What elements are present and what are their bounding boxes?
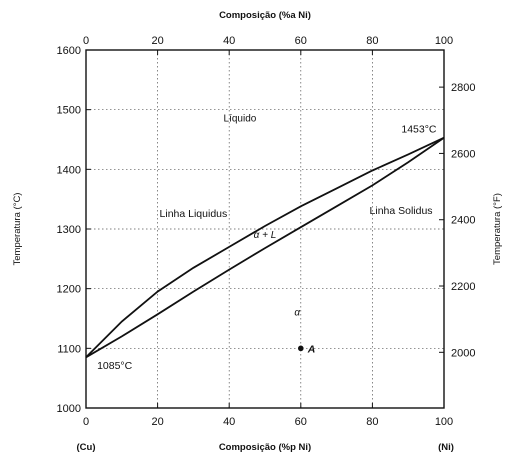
plot-background [86,50,444,408]
liquidus-curve [85,136,445,358]
y-tick-label: 1400 [57,164,81,176]
x-top-tick-label: 60 [295,35,307,47]
x-tick-label: 20 [151,416,163,428]
region-label: Líquido [224,114,257,125]
y-tick-label: 1200 [57,284,81,296]
x-top-axis-label: Composição (%a Ni) [219,10,311,21]
y-right-tick-label: 2800 [451,82,475,94]
point-marker [298,345,304,352]
x-top-tick-label: 0 [83,35,89,47]
annotation-label: 1453°C [401,123,437,135]
region-label: α + L [254,230,277,241]
x-tick-label: 100 [435,416,453,428]
x-tick-label: 60 [295,416,307,428]
annotations: Líquido α + L α Linha Liquidus Linha Solidus… [97,114,437,373]
y-tick-label: 1000 [57,403,81,415]
x-tick-label: 80 [366,416,378,428]
point-label: A [307,343,316,355]
x-tick-label: 40 [223,416,235,428]
y-right-axis-label: Temperatura (°F) [492,193,503,265]
y-left-axis-label: Temperatura (°C) [12,193,23,266]
y-tick-label: 1100 [57,343,81,355]
region-label: α [294,308,300,319]
solidus-curve [85,136,445,359]
x-top-tick-label: 40 [223,35,235,47]
annotation-label: 1085°C [97,360,133,372]
y-tick-label: 1600 [57,45,81,57]
x-tick-label: 0 [83,416,89,428]
y-right-tick-label: 2400 [451,215,475,227]
x-top-tick-label: 100 [435,35,453,47]
annotation-label: Linha Liquidus [160,208,228,220]
phase-curves [85,136,445,359]
x-top-tick-label: 80 [366,35,378,47]
annotation-label: Linha Solidus [370,205,433,217]
y-right-tick-label: 2000 [451,347,475,359]
tick-labels: 0 20 40 60 80 1000 20 40 60 80 1001000110012001300… [57,35,476,428]
tick-marks [85,49,445,409]
y-right-tick-label: 2600 [451,148,475,160]
x-end-label-right: (Ni) [438,442,454,453]
x-top-tick-label: 20 [151,35,163,47]
y-tick-label: 1300 [57,224,81,236]
y-right-tick-label: 2200 [451,281,475,293]
x-end-label-left: (Cu) [77,442,96,453]
y-tick-label: 1500 [57,105,81,117]
x-bottom-axis-label: Composição (%p Ni) [219,442,311,453]
